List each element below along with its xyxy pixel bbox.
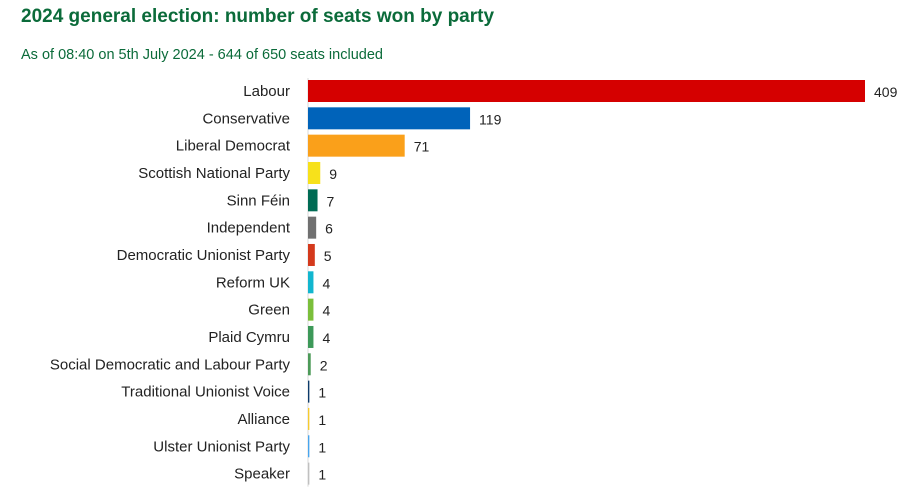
category-label: Plaid Cymru <box>208 329 290 346</box>
bar[interactable] <box>308 298 314 321</box>
value-label: 1 <box>318 467 326 483</box>
value-label: 9 <box>329 166 337 182</box>
category-label: Social Democratic and Labour Party <box>50 356 291 373</box>
bar[interactable] <box>308 243 315 266</box>
category-label: Reform UK <box>216 274 290 291</box>
category-label: Green <box>248 302 290 319</box>
value-label: 1 <box>318 385 326 401</box>
bar[interactable] <box>308 134 405 157</box>
category-label: Ulster Unionist Party <box>153 438 290 455</box>
bar[interactable] <box>308 353 311 376</box>
bar[interactable] <box>308 80 865 102</box>
bar[interactable] <box>308 325 314 348</box>
value-label: 4 <box>322 275 330 291</box>
bar[interactable] <box>308 462 310 485</box>
value-label: 409 <box>874 84 898 100</box>
value-label: 7 <box>327 193 335 209</box>
category-label: Speaker <box>234 466 290 483</box>
bar[interactable] <box>308 189 318 212</box>
bar[interactable] <box>308 380 310 403</box>
bar[interactable] <box>308 407 310 430</box>
value-label: 5 <box>324 248 332 264</box>
value-label: 119 <box>479 111 502 127</box>
chart-subtitle: As of 08:40 on 5th July 2024 - 644 of 65… <box>21 47 383 63</box>
value-label: 2 <box>320 357 328 373</box>
category-label: Scottish National Party <box>138 165 290 182</box>
category-label: Alliance <box>237 411 290 428</box>
category-label: Labour <box>243 83 290 100</box>
category-label: Sinn Féin <box>227 192 290 209</box>
category-label: Liberal Democrat <box>176 138 291 155</box>
value-label: 4 <box>322 330 330 346</box>
category-label: Democratic Unionist Party <box>117 247 291 264</box>
value-label: 4 <box>322 303 330 319</box>
category-label: Independent <box>207 220 291 237</box>
value-label: 1 <box>318 439 326 455</box>
value-label: 1 <box>318 412 326 428</box>
bar[interactable] <box>308 107 471 130</box>
category-label: Conservative <box>202 110 290 127</box>
chart-title: 2024 general election: number of seats w… <box>21 6 495 27</box>
bar[interactable] <box>308 161 321 184</box>
bar[interactable] <box>308 271 314 294</box>
value-label: 6 <box>325 221 333 237</box>
value-label: 71 <box>414 139 430 155</box>
category-label: Traditional Unionist Voice <box>121 384 290 401</box>
bar[interactable] <box>308 216 317 239</box>
bar[interactable] <box>308 435 310 458</box>
